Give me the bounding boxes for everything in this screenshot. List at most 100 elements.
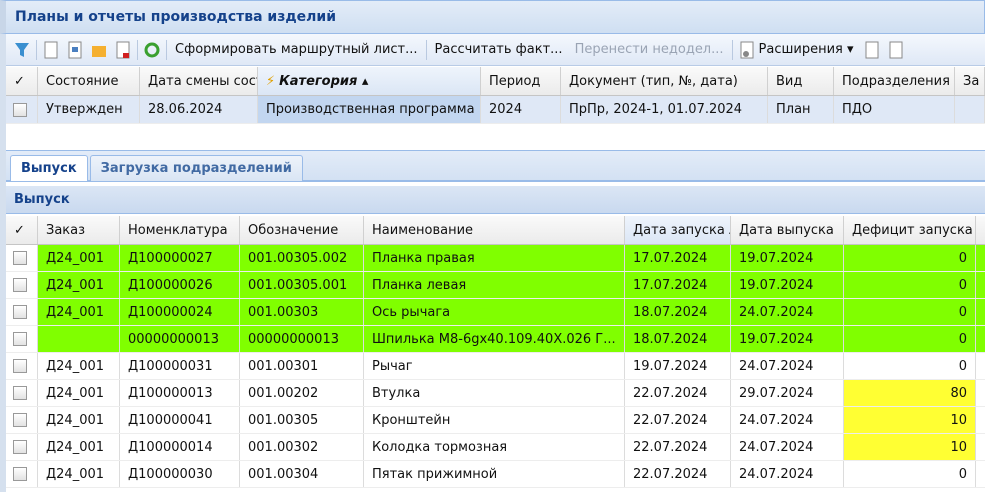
transfer-unfinished-button[interactable]: Перенести недодел... bbox=[574, 42, 724, 57]
table-row[interactable]: Д24_001 Д100000013 001.00202 Втулка 22.07.20… bbox=[6, 380, 985, 407]
cell-start-date: 22.07.2024 bbox=[625, 380, 731, 406]
column-release-date[interactable]: Дата выпуска bbox=[731, 216, 844, 244]
cell-deficit: 0 bbox=[844, 272, 976, 298]
cell-nomenclature: Д100000031 bbox=[120, 353, 240, 379]
cell-designation: 00000000013 bbox=[240, 326, 364, 352]
cell-name: Планка правая bbox=[364, 245, 625, 271]
column-designation[interactable]: Обозначение bbox=[240, 216, 364, 244]
cell-more bbox=[976, 353, 985, 379]
column-start-deficit[interactable]: Дефицит запуска bbox=[844, 216, 976, 244]
cell-more bbox=[976, 299, 985, 325]
row-checkbox[interactable] bbox=[6, 299, 38, 325]
column-more[interactable] bbox=[976, 216, 985, 244]
row-checkbox[interactable] bbox=[6, 353, 38, 379]
column-document[interactable]: Документ (тип, №, дата) bbox=[561, 67, 768, 95]
panel-title: Выпуск bbox=[14, 192, 70, 207]
refresh-icon[interactable] bbox=[144, 41, 160, 59]
cell-designation: 001.00301 bbox=[240, 353, 364, 379]
cell-release-date: 19.07.2024 bbox=[731, 245, 844, 271]
table-row[interactable]: Д24_001 Д100000027 001.00305.002 Планка пра… bbox=[6, 245, 985, 272]
table-row[interactable]: Д24_001 Д100000024 001.00303 Ось рычага 18.0… bbox=[6, 299, 985, 326]
left-splitter[interactable] bbox=[0, 34, 6, 492]
cell-deficit: 10 bbox=[844, 434, 976, 460]
calculate-fact-button[interactable]: Рассчитать факт... bbox=[434, 42, 563, 57]
table-row[interactable]: Д24_001 Д100000026 001.00305.001 Планка лев… bbox=[6, 272, 985, 299]
table-row[interactable]: Д24_001 Д100000031 001.00301 Рычаг 19.07.202… bbox=[6, 353, 985, 380]
delete-document-icon[interactable] bbox=[115, 41, 131, 59]
window-title-bar: Планы и отчеты производства изделий bbox=[0, 0, 985, 34]
select-all-column[interactable]: ✓ bbox=[6, 67, 38, 95]
row-checkbox[interactable] bbox=[6, 461, 38, 487]
cell-start-date: 17.07.2024 bbox=[625, 272, 731, 298]
plans-grid-header: ✓ Состояние Дата смены сост ⚡ Категория ▴… bbox=[6, 67, 985, 96]
cell-nomenclature: Д100000014 bbox=[120, 434, 240, 460]
cell-start-date: 22.07.2024 bbox=[625, 461, 731, 487]
row-checkbox[interactable] bbox=[6, 407, 38, 433]
table-row[interactable]: Д24_001 Д100000014 001.00302 Колодка тормоз… bbox=[6, 434, 985, 461]
cell-deficit: 0 bbox=[844, 461, 976, 487]
cell-deficit: 0 bbox=[844, 353, 976, 379]
cell-period: 2024 bbox=[481, 96, 561, 123]
cell-date: 28.06.2024 bbox=[140, 96, 258, 123]
cell-name: Планка левая bbox=[364, 272, 625, 298]
cell-nomenclature: Д100000024 bbox=[120, 299, 240, 325]
column-category[interactable]: ⚡ Категория ▴ bbox=[258, 67, 481, 95]
row-checkbox[interactable] bbox=[6, 380, 38, 406]
extensions-gear-icon bbox=[739, 41, 755, 59]
column-more[interactable]: За bbox=[955, 67, 985, 95]
form-route-sheet-button[interactable]: Сформировать маршрутный лист... bbox=[175, 42, 418, 57]
cell-name: Пятак прижимной bbox=[364, 461, 625, 487]
row-checkbox[interactable] bbox=[6, 272, 38, 298]
cell-more bbox=[976, 461, 985, 487]
cell-order: Д24_001 bbox=[38, 353, 120, 379]
column-start-date[interactable]: Дата запуска ▴ bbox=[625, 216, 731, 244]
row-checkbox[interactable] bbox=[6, 245, 38, 271]
import-icon[interactable] bbox=[888, 41, 904, 59]
cell-order: Д24_001 bbox=[38, 245, 120, 271]
column-state-change-date[interactable]: Дата смены сост bbox=[140, 67, 258, 95]
column-name[interactable]: Наименование bbox=[364, 216, 625, 244]
export-icon[interactable] bbox=[864, 41, 880, 59]
extensions-menu-button[interactable]: Расширения ▾ bbox=[758, 42, 854, 57]
cell-deficit: 80 bbox=[844, 380, 976, 406]
cell-departments: ПДО bbox=[834, 96, 955, 123]
cell-designation: 001.00305.002 bbox=[240, 245, 364, 271]
new-document-icon[interactable] bbox=[43, 41, 59, 59]
table-row[interactable]: Д24_001 Д100000030 001.00304 Пятак прижимно… bbox=[6, 461, 985, 488]
edit-document-icon[interactable] bbox=[67, 41, 83, 59]
filter-icon[interactable] bbox=[14, 41, 30, 59]
column-period[interactable]: Период bbox=[481, 67, 561, 95]
row-checkbox[interactable] bbox=[6, 96, 38, 123]
row-checkbox[interactable] bbox=[6, 434, 38, 460]
cell-start-date: 22.07.2024 bbox=[625, 434, 731, 460]
cell-name: Шпилька М8-6gx40.109.40X.026 Г... bbox=[364, 326, 625, 352]
cell-document: ПрПр, 2024-1, 01.07.2024 bbox=[561, 96, 768, 123]
table-row[interactable]: Д24_001 Д100000041 001.00305 Кронштейн 22.07… bbox=[6, 407, 985, 434]
cell-designation: 001.00303 bbox=[240, 299, 364, 325]
cell-nomenclature: Д100000027 bbox=[120, 245, 240, 271]
column-state[interactable]: Состояние bbox=[38, 67, 140, 95]
cell-order: Д24_001 bbox=[38, 272, 120, 298]
column-departments[interactable]: Подразделения bbox=[834, 67, 955, 95]
tab-department-load[interactable]: Загрузка подразделений bbox=[89, 155, 303, 181]
column-order[interactable]: Заказ bbox=[38, 216, 120, 244]
tab-output[interactable]: Выпуск bbox=[10, 155, 88, 181]
cell-release-date: 24.07.2024 bbox=[731, 461, 844, 487]
column-type[interactable]: Вид bbox=[768, 67, 834, 95]
cell-name: Кронштейн bbox=[364, 407, 625, 433]
cell-designation: 001.00305.001 bbox=[240, 272, 364, 298]
open-folder-icon[interactable] bbox=[91, 41, 107, 59]
column-filter-icon: ⚡ bbox=[266, 73, 276, 89]
cell-release-date: 24.07.2024 bbox=[731, 434, 844, 460]
column-nomenclature[interactable]: Номенклатура bbox=[120, 216, 240, 244]
cell-more bbox=[976, 434, 985, 460]
output-grid-header: ✓ Заказ Номенклатура Обозначение Наимено… bbox=[6, 216, 985, 245]
cell-more bbox=[976, 407, 985, 433]
cell-more bbox=[976, 245, 985, 271]
cell-more bbox=[955, 96, 985, 123]
row-checkbox[interactable] bbox=[6, 326, 38, 352]
select-all-column[interactable]: ✓ bbox=[6, 216, 38, 244]
table-row[interactable]: 00000000013 00000000013 Шпилька М8-6gx40.1… bbox=[6, 326, 985, 353]
table-row[interactable]: Утвержден 28.06.2024 Производственная пр… bbox=[6, 96, 985, 124]
cell-start-date: 22.07.2024 bbox=[625, 407, 731, 433]
